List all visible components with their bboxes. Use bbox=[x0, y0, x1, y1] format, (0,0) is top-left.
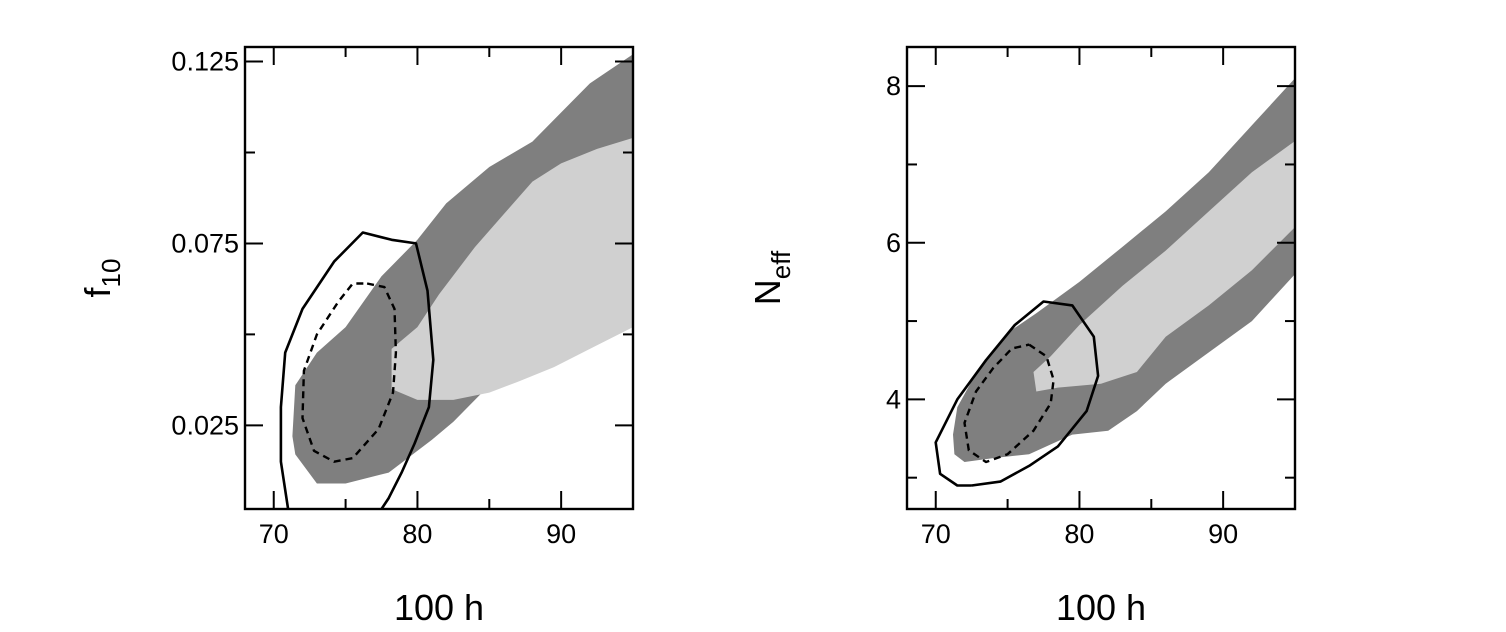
plot-area bbox=[934, 78, 1295, 487]
x-axis-label: 100 h bbox=[394, 587, 484, 628]
contour-solid bbox=[279, 231, 435, 509]
plot-area bbox=[279, 54, 633, 509]
x-tick-label: 80 bbox=[402, 519, 432, 549]
x-tick-label: 90 bbox=[1208, 519, 1238, 549]
y-tick-label: 6 bbox=[886, 228, 901, 258]
contour-dashed bbox=[963, 343, 1055, 464]
y-tick-label: 0.075 bbox=[171, 228, 239, 258]
x-axis-label: 100 h bbox=[1056, 587, 1146, 628]
chart-panel-1: 70 80 90 0.025 0.075 0.125 100 h f10 bbox=[77, 45, 635, 628]
y-axis-label: Neff bbox=[747, 250, 796, 305]
x-tick-label: 70 bbox=[921, 519, 951, 549]
x-tick-label: 70 bbox=[259, 519, 289, 549]
chart-panel-2: 70 80 90 4 6 8 100 h Neff bbox=[747, 45, 1297, 628]
x-tick-label: 90 bbox=[546, 519, 576, 549]
confidence-region-outer bbox=[953, 78, 1295, 463]
y-tick-label: 0.125 bbox=[171, 47, 239, 77]
contour-dashed bbox=[301, 282, 398, 463]
y-axis-label-main: f bbox=[77, 286, 118, 297]
y-tick-label: 0.025 bbox=[171, 410, 239, 440]
plot-frame bbox=[905, 45, 1297, 511]
y-axis-label: f10 bbox=[77, 259, 126, 298]
contour-solid bbox=[934, 300, 1100, 487]
y-axis-label-subscript: eff bbox=[766, 250, 796, 279]
confidence-region-inner bbox=[1033, 141, 1295, 392]
y-axis-label-subscript: 10 bbox=[96, 259, 126, 288]
y-tick-label: 4 bbox=[886, 384, 901, 414]
x-tick-label: 80 bbox=[1064, 519, 1094, 549]
y-axis-label-main: N bbox=[747, 279, 788, 305]
y-tick-label: 8 bbox=[886, 71, 901, 101]
plot-frame bbox=[243, 45, 635, 511]
confidence-region-inner bbox=[391, 137, 633, 400]
